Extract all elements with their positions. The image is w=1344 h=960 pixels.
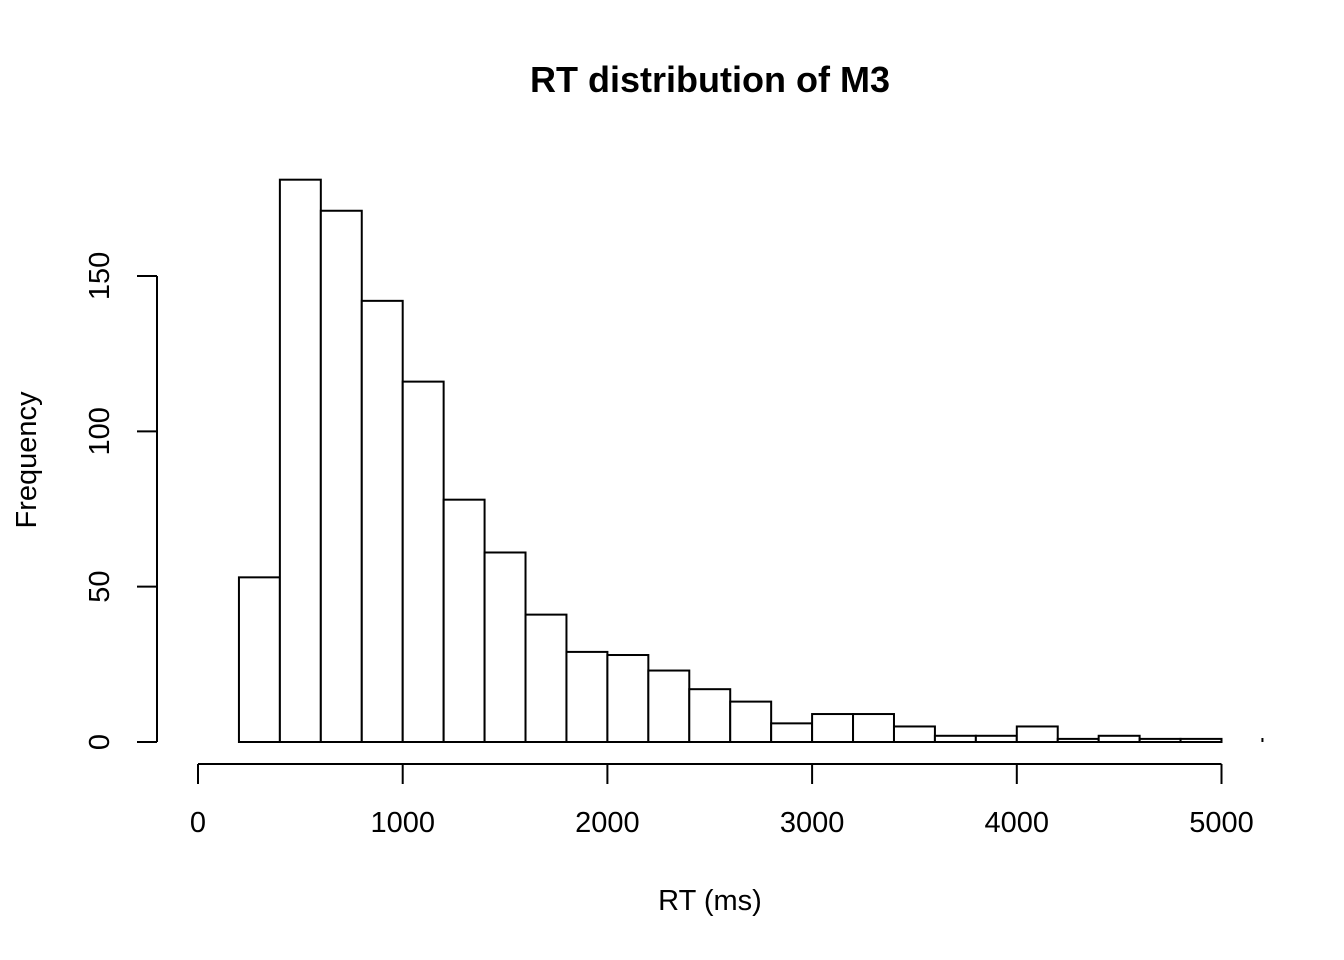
histogram-bar [1179, 737, 1223, 744]
x-tick-label: 2000 [575, 807, 640, 839]
histogram-bar [770, 722, 814, 744]
histogram-bar [688, 688, 732, 743]
histogram-bar [974, 734, 1018, 744]
y-tick-label: 50 [84, 571, 116, 603]
histogram-bars [237, 178, 1264, 744]
histogram-bar [852, 713, 895, 743]
histogram-bar [647, 669, 691, 743]
y-axis-title: Frequency [11, 391, 43, 529]
y-tick-label: 0 [84, 734, 116, 750]
histogram-bar [565, 650, 609, 743]
histogram-bar [1015, 725, 1059, 743]
histogram-bar [401, 380, 445, 743]
histogram-bar [360, 299, 404, 743]
x-tick-label: 5000 [1189, 807, 1254, 839]
x-tick-label: 4000 [985, 807, 1050, 839]
x-tick-label: 1000 [370, 807, 435, 839]
histogram-bar [1056, 737, 1100, 744]
histogram-bar [729, 700, 773, 744]
y-tick-label: 100 [84, 407, 116, 455]
histogram-bar [483, 551, 527, 743]
histogram-bar [1138, 737, 1182, 744]
histogram-bar [606, 654, 650, 743]
x-axis-title: RT (ms) [658, 885, 762, 917]
x-axis: 0 1000 2000 3000 4000 5000 [190, 763, 1254, 839]
y-tick-label: 150 [84, 252, 116, 300]
x-tick-label: 0 [190, 807, 206, 839]
histogram-bar [1097, 734, 1141, 744]
chart-title: RT distribution of M3 [530, 59, 890, 100]
histogram-bar [442, 498, 486, 743]
histogram-bar [237, 576, 281, 744]
x-tick-label: 3000 [780, 807, 845, 839]
y-axis: 0 50 100 150 [84, 252, 158, 750]
histogram-bar [811, 713, 855, 743]
histogram-bar [524, 613, 568, 744]
histogram-bar [278, 178, 322, 743]
histogram-bar [892, 725, 936, 743]
histogram-bar [319, 209, 363, 744]
histogram-bar [933, 734, 977, 744]
